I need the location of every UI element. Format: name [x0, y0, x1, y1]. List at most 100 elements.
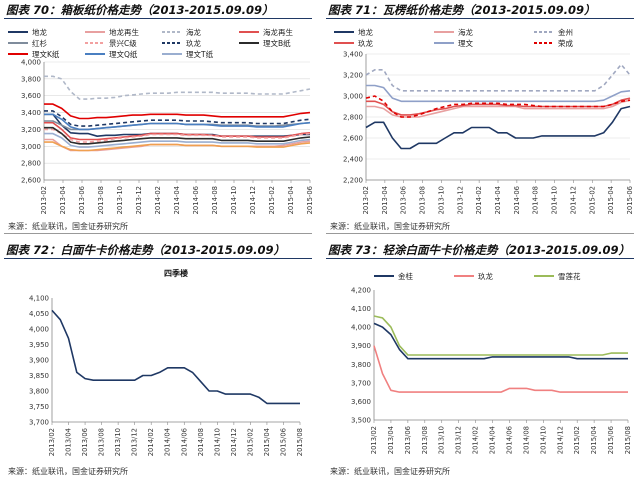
x-tick-label: 2014/10 — [213, 428, 221, 456]
series-line — [44, 126, 311, 145]
x-tick-label: 2013-02 — [40, 186, 48, 214]
x-tick-label: 2013-08 — [419, 186, 427, 214]
title-rule — [4, 18, 312, 19]
source-note: 来源：纸业联讯，国金证券研究所 — [330, 222, 450, 231]
y-tick-label: 2,800 — [21, 160, 41, 168]
y-tick-label: 4,100 — [29, 295, 49, 303]
legend-item: 理文K纸 — [8, 49, 60, 59]
legend-label: 玖龙 — [478, 271, 493, 281]
legend-item: 地龙再生 — [85, 27, 139, 37]
source-note: 来源：纸业联讯，国金证券研究所 — [8, 467, 128, 476]
panel-71: 图表 71：瓦楞纸价格走势（2013-2015.09.09） 地龙 海龙 金州 玖龙 理… — [322, 0, 640, 238]
legend-label: 玖龙 — [358, 38, 373, 48]
legend-label: 海龙再生 — [263, 27, 293, 37]
x-tick-label: 2013/08 — [421, 426, 429, 454]
y-tick-label: 3,750 — [29, 403, 49, 411]
chart-72: 四季楼 3,700 3,750 3,800 3,850 3,900 3,950 4,000 4,… — [29, 268, 304, 456]
x-tick-label: 2013/04 — [387, 426, 395, 454]
x-tick-label: 2014-10 — [230, 186, 238, 214]
x-tick-label: 2014/08 — [197, 428, 205, 456]
x-tick-label: 2013/10 — [114, 428, 122, 456]
legend-item: 理文B纸 — [239, 38, 291, 48]
x-tick-label: 2013/02 — [370, 426, 378, 454]
legend-label: 玖龙 — [186, 38, 201, 48]
y-tick-label: 4,000 — [21, 59, 41, 67]
x-tick-label: 2015/04 — [590, 426, 598, 454]
x-tick-label: 2013/08 — [98, 428, 106, 456]
series-line — [44, 103, 311, 120]
y-tick-label: 3,200 — [21, 126, 41, 134]
legend-item: 玖龙 — [454, 271, 493, 281]
x-tick-label: 2014/12 — [556, 426, 564, 454]
legend-item: 玖龙 — [162, 38, 201, 48]
x-tick-label: 2013-12 — [456, 186, 464, 214]
x-tick-label: 2014-12 — [569, 186, 577, 214]
y-tick-label: 3,000 — [21, 143, 41, 151]
x-tick-label: 2015-06 — [306, 186, 314, 214]
x-tick-label: 2014/06 — [505, 426, 513, 454]
title-rule — [326, 258, 634, 259]
x-tick-label: 2014-06 — [513, 186, 521, 214]
x-tick-label: 2014/04 — [164, 428, 172, 456]
y-tick-label: 4,200 — [351, 287, 371, 295]
x-tick-label: 2013/04 — [65, 428, 73, 456]
chart-title: 四季楼 — [164, 268, 188, 278]
y-tick-label: 3,900 — [351, 342, 371, 350]
source-rule — [326, 233, 634, 234]
x-tick-label: 2014-02 — [475, 186, 483, 214]
y-tick-label: 2,200 — [343, 177, 363, 185]
legend-label: 海龙 — [186, 27, 201, 37]
legend-label: 理文B纸 — [263, 38, 291, 48]
series-line — [44, 128, 311, 143]
x-tick-label: 2013/12 — [131, 428, 139, 456]
x-tick-label: 2014-08 — [211, 186, 219, 214]
x-tick-label: 2015/06 — [279, 428, 287, 456]
x-tick-label: 2013-06 — [78, 186, 86, 214]
y-tick-label: 3,800 — [351, 361, 371, 369]
x-tick-label: 2014-08 — [532, 186, 540, 214]
source-note: 来源：纸业联讯，国金证券研究所 — [8, 222, 128, 231]
y-tick-label: 3,850 — [29, 372, 49, 380]
legend-label: 金州 — [558, 27, 573, 37]
x-tick-label: 2014/02 — [472, 426, 480, 454]
y-tick-label: 3,800 — [21, 75, 41, 83]
x-tick-label: 2015/02 — [573, 426, 581, 454]
y-tick-label: 3,700 — [29, 419, 49, 427]
x-tick-label: 2015/08 — [624, 426, 632, 454]
x-tick-label: 2015-02 — [588, 186, 596, 214]
legend-label: 海龙 — [458, 27, 473, 37]
source-rule — [4, 233, 312, 234]
x-tick-label: 2013/12 — [455, 426, 463, 454]
series-line — [44, 113, 311, 131]
legend-label: 金桂 — [398, 271, 413, 281]
legend-label: 地龙 — [32, 27, 47, 37]
title-rule — [4, 258, 312, 259]
x-tick-label: 2014-04 — [494, 186, 502, 214]
x-tick-label: 2015/02 — [246, 428, 254, 456]
title-rule — [326, 18, 634, 19]
series-line — [365, 105, 631, 150]
x-tick-label: 2014-10 — [551, 186, 559, 214]
series-line — [365, 95, 631, 118]
series-line — [366, 97, 631, 116]
y-tick-label: 4,000 — [351, 324, 371, 332]
series-line — [44, 132, 311, 148]
series-line — [373, 345, 628, 393]
series-line — [366, 84, 631, 103]
legend-item: 地龙 — [8, 27, 47, 37]
legend-item: 海龙 — [434, 27, 473, 37]
series-line — [365, 63, 631, 92]
x-tick-label: 2015/06 — [607, 426, 615, 454]
legend-item: 海龙再生 — [239, 27, 293, 37]
x-tick-label: 2015-04 — [287, 186, 295, 214]
series-line — [373, 322, 628, 360]
series-line — [44, 141, 311, 152]
x-tick-label: 2013-06 — [400, 186, 408, 214]
series-line — [44, 75, 311, 100]
x-tick-label: 2014/04 — [489, 426, 497, 454]
y-tick-label: 4,000 — [29, 326, 49, 334]
y-tick-label: 3,950 — [29, 341, 49, 349]
legend-item: 理文Q纸 — [85, 49, 138, 59]
panel-title: 图表 73：轻涂白面牛卡价格走势（2013-2015.09.09） — [328, 243, 631, 257]
